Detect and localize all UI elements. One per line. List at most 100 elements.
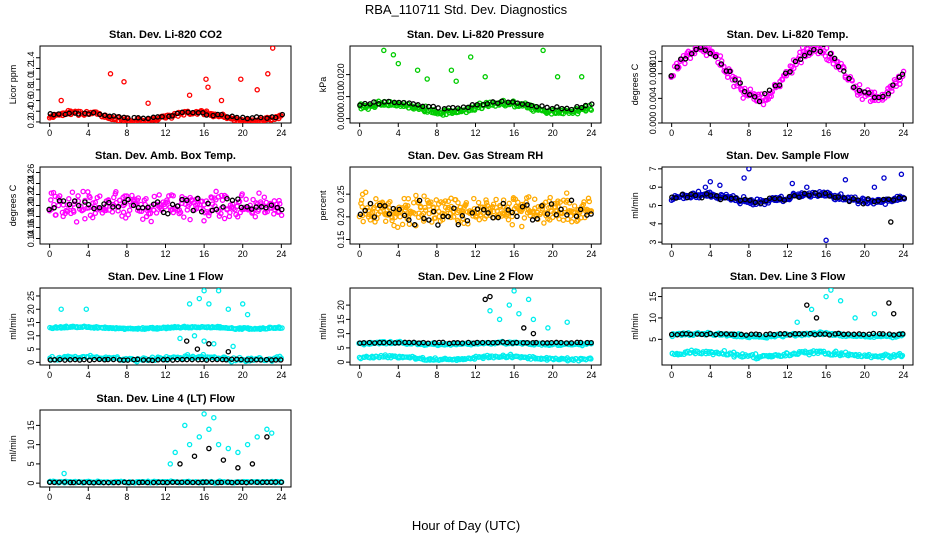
data-point (588, 356, 594, 362)
x-tick-label: 4 (396, 249, 401, 259)
data-point (668, 331, 675, 338)
y-tick-label: 1.2 (26, 62, 36, 75)
data-point (248, 206, 255, 212)
y-tick-label: 0.25 (336, 185, 346, 203)
data-point (371, 104, 378, 111)
data-point (806, 50, 813, 56)
data-point (382, 218, 389, 225)
data-point (258, 357, 264, 363)
data-point (140, 357, 147, 363)
data-point (430, 103, 437, 110)
y-tick-label: 20 (26, 304, 36, 314)
data-point (866, 90, 872, 96)
data-point (527, 212, 533, 219)
x-tick-label: 4 (708, 370, 713, 380)
y-axis-label: ml/min (8, 313, 18, 340)
data-point (75, 193, 81, 199)
data-point (559, 105, 565, 112)
data-point (244, 204, 250, 210)
data-point (165, 210, 171, 217)
data-point (76, 479, 82, 486)
data-point (105, 479, 112, 486)
data-point (718, 61, 725, 67)
data-point (586, 198, 593, 205)
data-point (67, 479, 74, 486)
points-layer (46, 46, 286, 123)
y-tick-label: 0.008 (648, 62, 658, 85)
data-point (366, 339, 373, 346)
data-point (692, 192, 699, 199)
data-point (732, 77, 738, 83)
data-point (116, 197, 123, 204)
data-point (159, 113, 165, 120)
panel-10: Stan. Dev. Line 4 (LT) Flow 0 4 8 12 16 20 24 0 5… (8, 393, 292, 502)
data-point (510, 99, 516, 105)
data-point (89, 214, 96, 221)
x-tick-label: 8 (124, 249, 129, 259)
data-point (365, 106, 371, 112)
data-point (109, 209, 116, 215)
data-point (880, 331, 886, 337)
data-point (397, 213, 403, 220)
data-point (211, 341, 217, 347)
data-point (150, 201, 157, 207)
panel-6: Stan. Dev. Sample Flow 0 4 8 12 16 20 24 3 4 5 6 7 ml… (630, 150, 914, 259)
data-point (841, 195, 848, 201)
data-point (766, 87, 773, 93)
data-point (674, 64, 680, 70)
data-point (206, 212, 212, 219)
data-point (860, 200, 867, 207)
data-point (167, 461, 174, 467)
x-tick-label: 8 (746, 370, 751, 380)
data-point (396, 340, 402, 346)
data-point (899, 352, 906, 359)
data-point (876, 330, 883, 337)
data-point (534, 216, 540, 222)
data-point (198, 208, 205, 215)
data-point (279, 206, 285, 213)
data-point (822, 351, 829, 357)
data-point (880, 196, 887, 203)
x-tick-label: 12 (160, 370, 170, 380)
data-point (826, 332, 833, 338)
y-axis-label: degrees C (630, 63, 640, 105)
data-point (186, 301, 193, 307)
data-point (411, 221, 418, 228)
figure-title: RBA_110711 Std. Dev. Diagnostics (365, 2, 568, 17)
data-point (801, 331, 808, 337)
data-point (182, 422, 188, 429)
data-point (837, 298, 844, 304)
x-tick-label: 16 (199, 370, 209, 380)
data-point (901, 195, 908, 201)
panel-3: Stan. Dev. Li-820 Temp. 0 4 8 12 16 20 24 0.000 0… (630, 29, 914, 138)
y-tick-label: 15 (336, 314, 346, 324)
data-point (464, 217, 471, 224)
x-tick-label: 0 (47, 249, 52, 259)
data-point (91, 356, 98, 363)
data-point (265, 71, 271, 77)
data-point (51, 111, 57, 118)
y-tick-label: 0.18 (26, 208, 36, 226)
data-point (367, 200, 374, 207)
data-point (203, 76, 209, 82)
data-point (835, 194, 842, 200)
data-point (229, 479, 235, 486)
data-point (220, 204, 226, 210)
y-tick-label: 25 (26, 291, 36, 301)
data-point (81, 479, 87, 486)
data-point (144, 479, 151, 486)
data-point (875, 198, 881, 204)
x-tick-label: 4 (396, 370, 401, 380)
y-tick-label: 0.8 (26, 84, 36, 97)
data-point (756, 98, 763, 105)
y-tick-label: 0.000 (336, 107, 346, 130)
data-point (529, 217, 536, 223)
data-point (801, 190, 808, 197)
data-point (235, 465, 241, 471)
data-point (682, 56, 689, 62)
data-point (816, 192, 823, 198)
data-point (382, 203, 388, 209)
x-tick-label: 0 (669, 128, 674, 138)
data-point (678, 351, 684, 358)
data-point (253, 356, 260, 363)
